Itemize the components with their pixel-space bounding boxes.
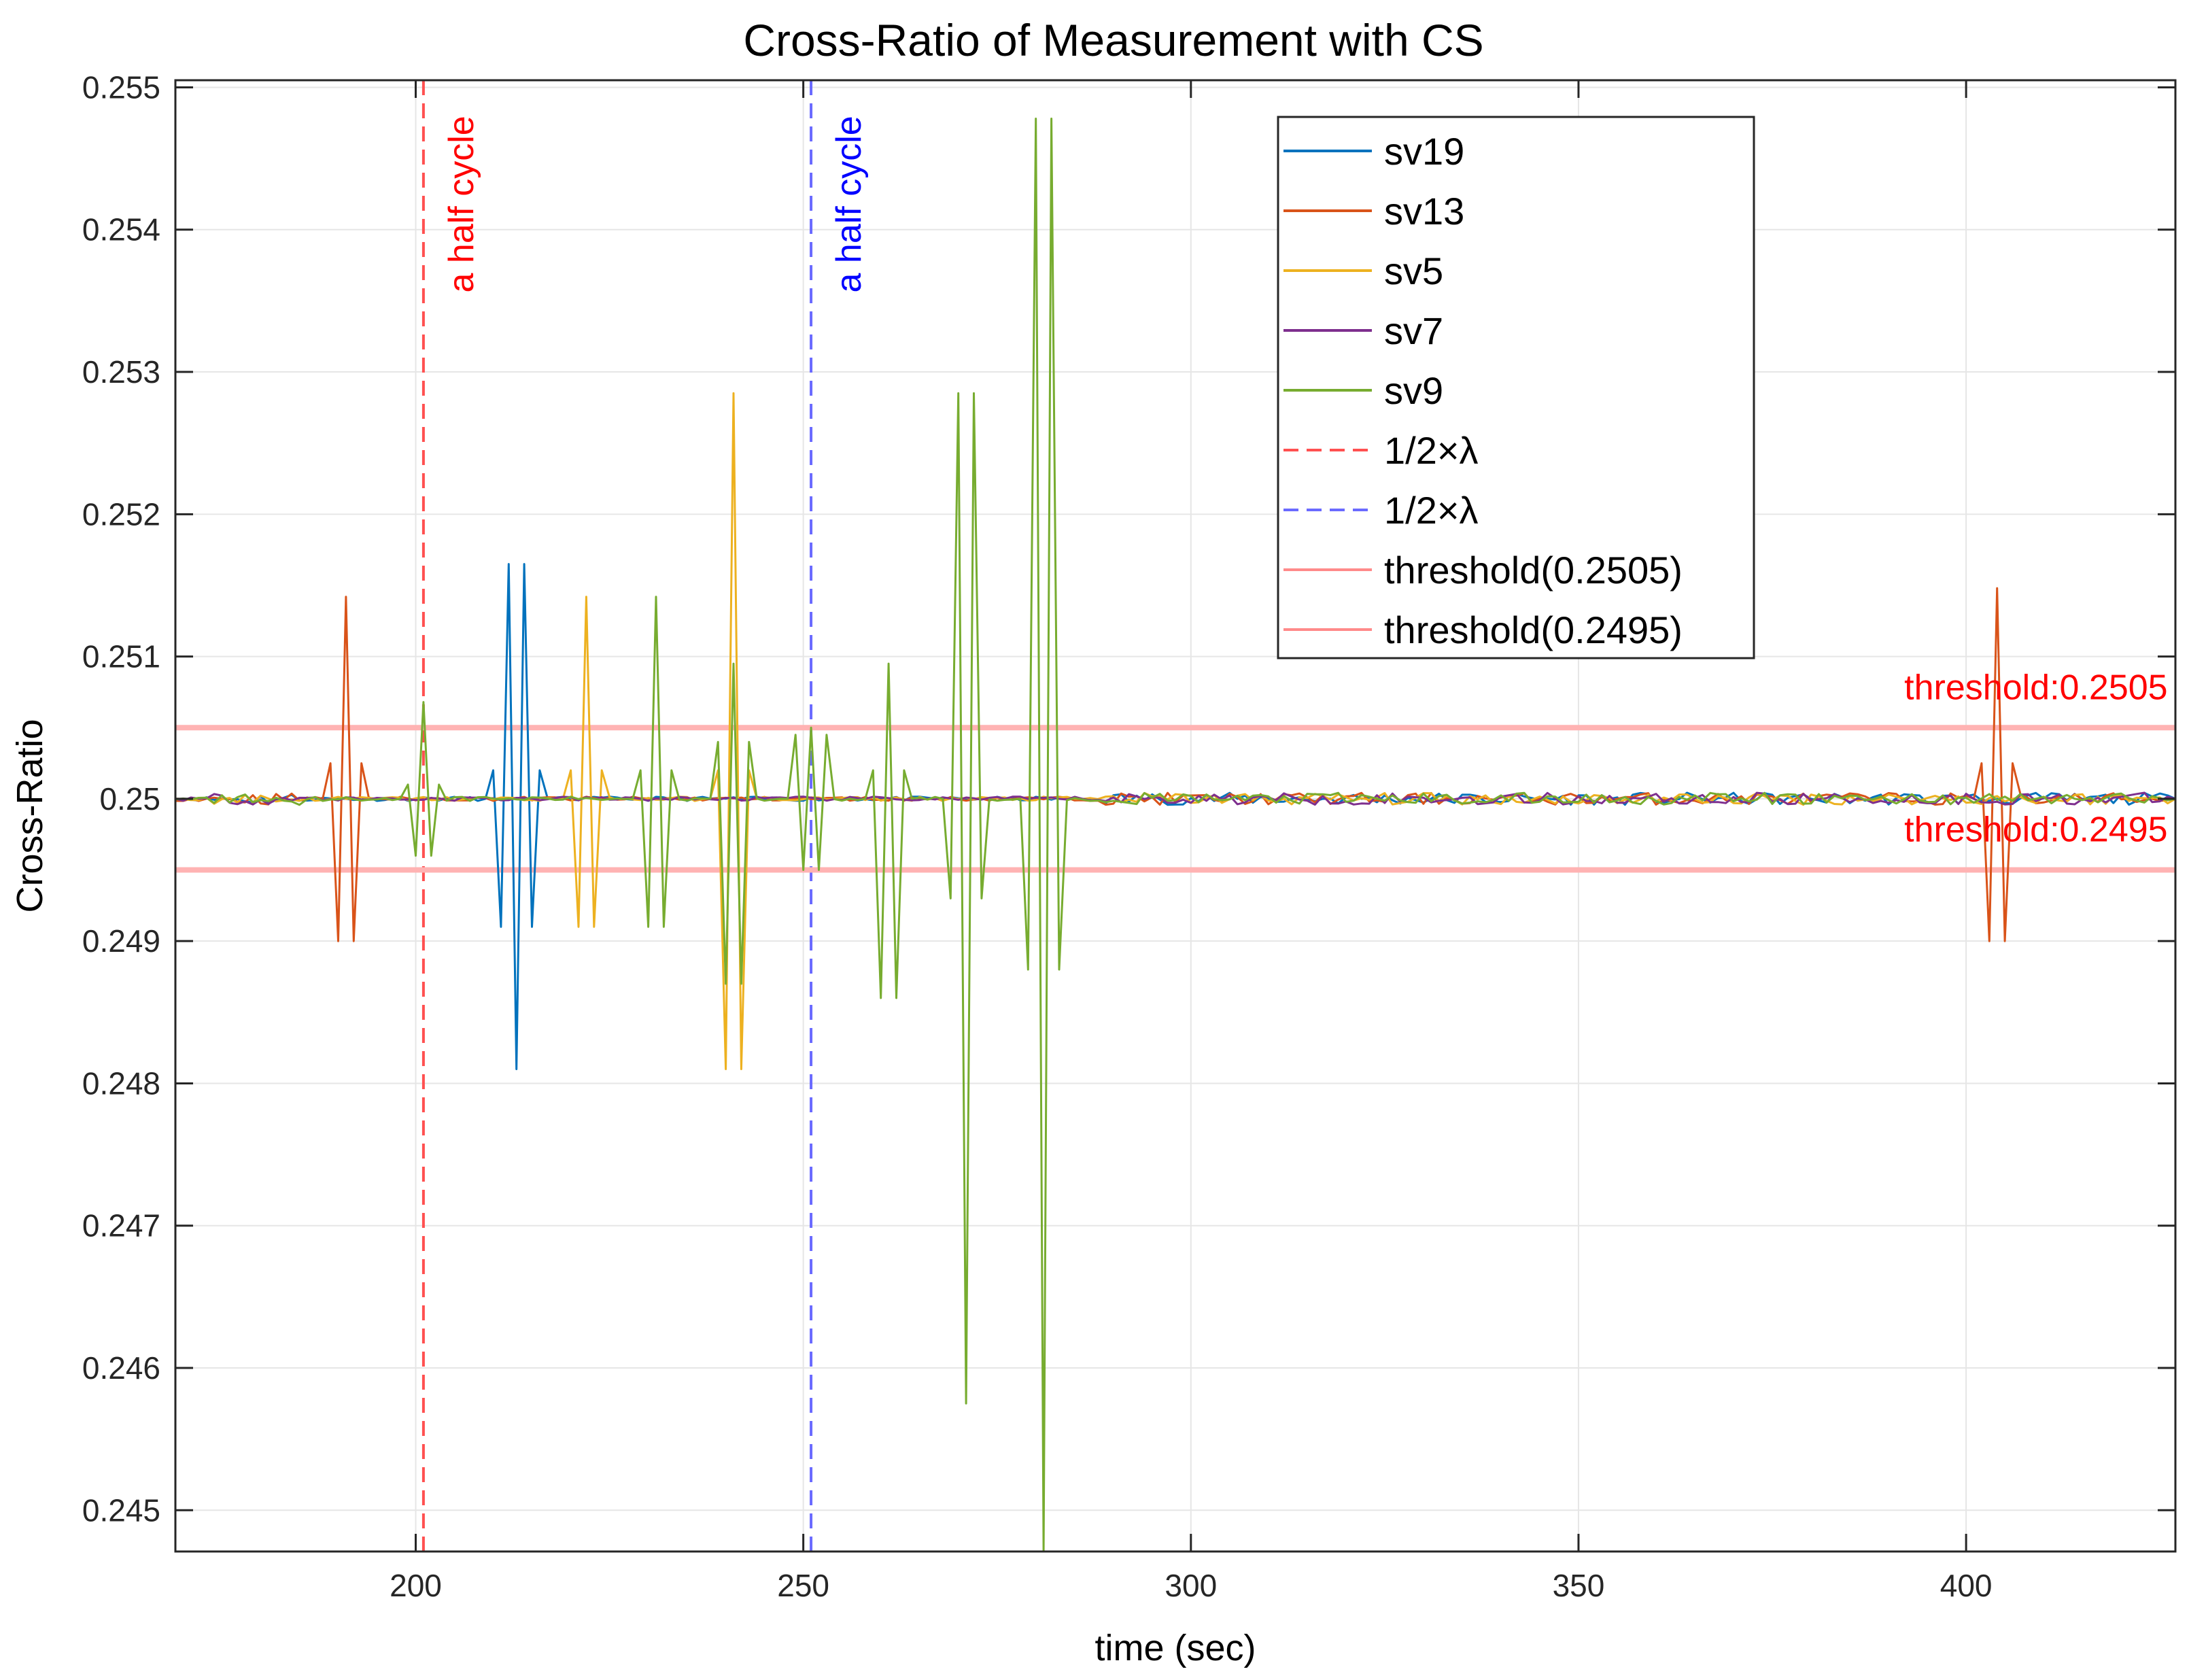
x-tick-label: 350 (1553, 1568, 1605, 1603)
plot-area (175, 80, 2175, 1552)
y-tick-label: 0.246 (82, 1350, 160, 1386)
y-tick-label: 0.255 (82, 69, 160, 105)
x-tick-label: 250 (777, 1568, 829, 1603)
y-tick-label: 0.252 (82, 496, 160, 532)
legend-label: sv13 (1384, 190, 1464, 233)
legend-label: sv19 (1384, 130, 1464, 173)
legend-label: 1/2×λ (1384, 429, 1479, 472)
y-axis-label: Cross-Ratio (10, 719, 50, 912)
legend-label: 1/2×λ (1384, 489, 1479, 532)
y-tick-label: 0.245 (82, 1492, 160, 1528)
annotations: a half cycle a half cycle threshold:0.2505… (442, 116, 2168, 849)
plot-frame (174, 79, 2177, 1553)
series-line-sv9 (175, 118, 2176, 1553)
chart-title: Cross-Ratio of Measurement with CS (743, 15, 1483, 65)
y-tick-label: 0.251 (82, 639, 160, 674)
reference-lines (175, 80, 2175, 1552)
x-axis: 200 250 300 350 400 (390, 80, 1992, 1603)
x-tick-label: 300 (1165, 1568, 1217, 1603)
legend: sv19 sv13 sv5 sv7 sv9 1/2×λ 1/2×λ threshold(0.2… (1277, 116, 1755, 659)
y-tick-label: 0.247 (82, 1208, 160, 1244)
x-axis-label: time (sec) (1094, 1628, 1256, 1668)
annotation-threshold: threshold:0.2495 (1904, 810, 2167, 850)
y-tick-label: 0.253 (82, 354, 160, 390)
annotation-half-cycle: a half cycle (442, 116, 481, 292)
legend-label: sv7 (1384, 309, 1443, 352)
y-tick-label: 0.248 (82, 1065, 160, 1101)
annotation-half-cycle: a half cycle (829, 116, 869, 292)
legend-label: threshold(0.2505) (1384, 549, 1683, 592)
legend-box (1277, 116, 1755, 659)
y-tick-label: 0.25 (99, 781, 160, 817)
legend-label: sv5 (1384, 250, 1443, 292)
y-tick-label: 0.249 (82, 923, 160, 959)
legend-label: threshold(0.2495) (1384, 608, 1683, 651)
series-layer (175, 118, 2176, 1553)
x-tick-label: 400 (1940, 1568, 1993, 1603)
annotation-threshold: threshold:0.2505 (1904, 668, 2167, 707)
y-tick-label: 0.254 (82, 212, 160, 247)
y-axis: 0.245 0.246 0.247 0.248 0.249 0.25 0.251 0.252 0… (82, 69, 2175, 1528)
legend-label: sv9 (1384, 369, 1443, 412)
x-tick-label: 200 (390, 1568, 442, 1603)
